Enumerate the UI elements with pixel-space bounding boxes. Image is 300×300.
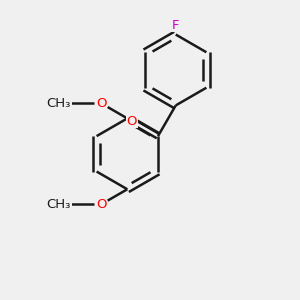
Text: CH₃: CH₃ bbox=[47, 198, 71, 211]
Text: O: O bbox=[96, 198, 106, 211]
Text: CH₃: CH₃ bbox=[47, 97, 71, 110]
Text: F: F bbox=[172, 19, 179, 32]
Text: O: O bbox=[127, 115, 137, 128]
Text: O: O bbox=[96, 97, 106, 110]
